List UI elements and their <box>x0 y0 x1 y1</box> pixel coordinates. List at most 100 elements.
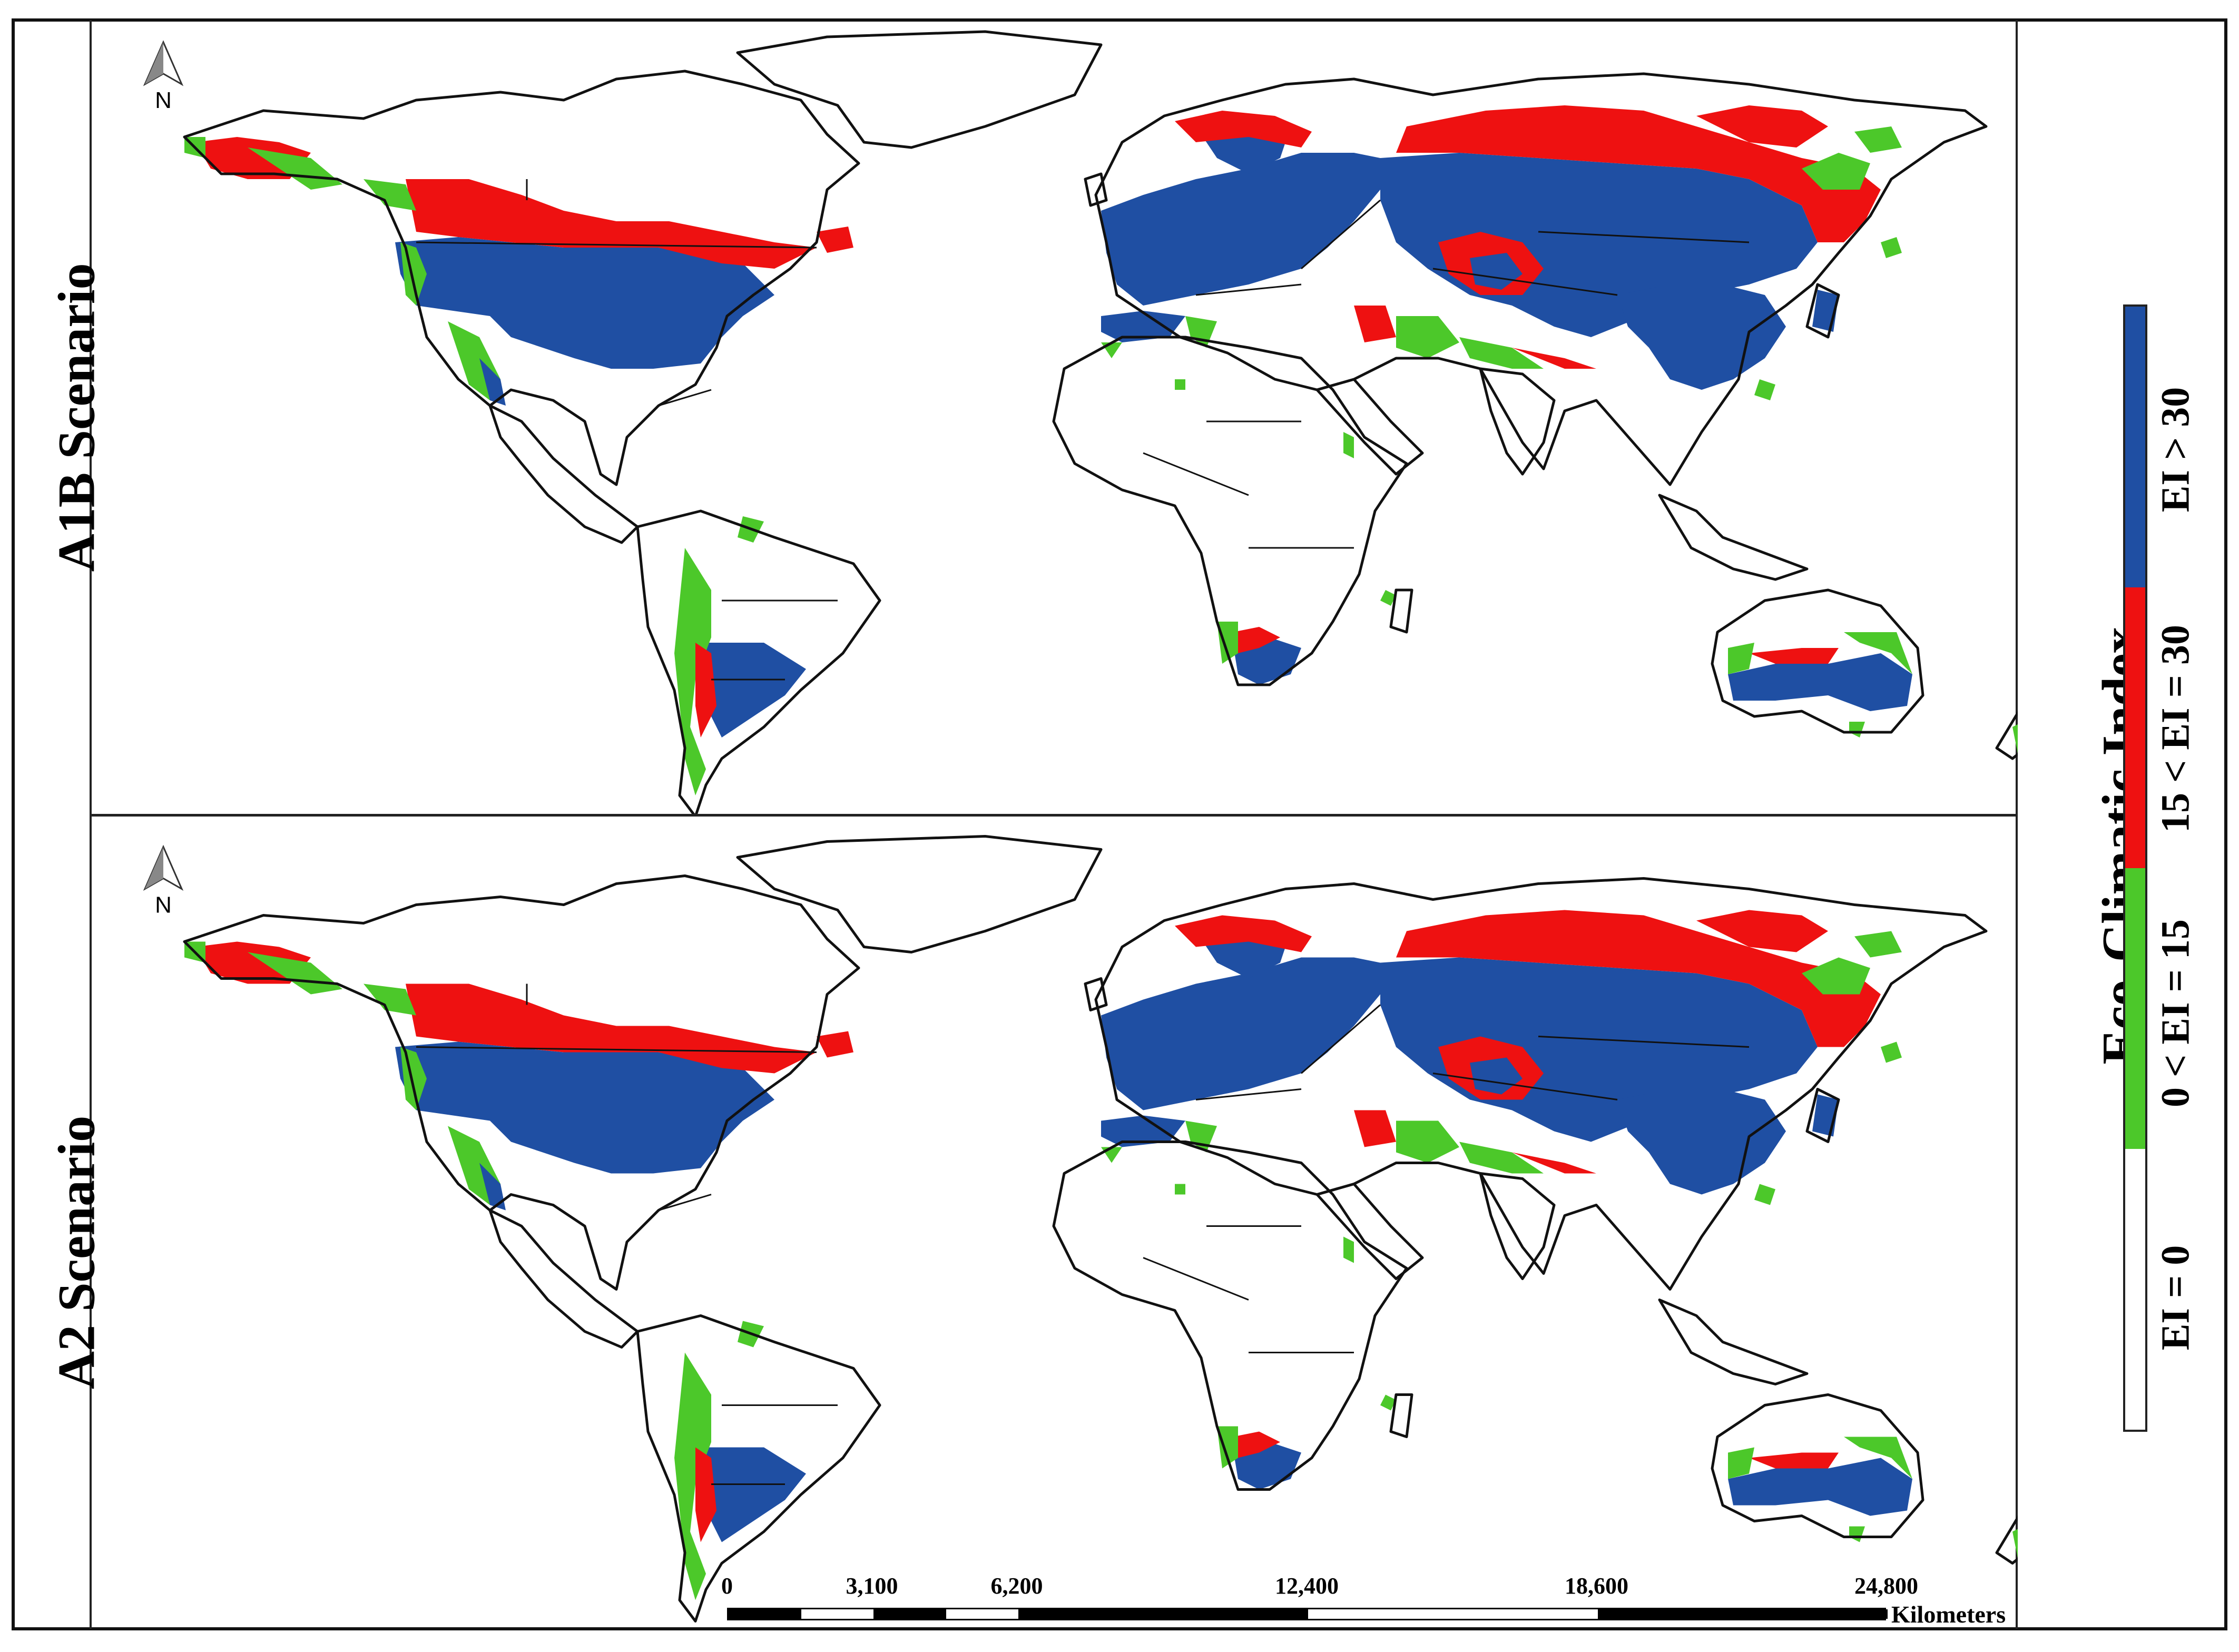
ei-0-15-area <box>1754 1184 1775 1205</box>
ei-0-15-area <box>1844 1437 1912 1479</box>
panel-label-a2: A2 Scenario <box>47 1115 106 1390</box>
figure-frame <box>12 18 2227 1630</box>
ei-0-15-area <box>1459 1142 1544 1174</box>
world-map: N <box>143 835 2018 1622</box>
coastline-arabia <box>1315 378 1424 476</box>
ei-0-15-area <box>1101 1147 1122 1163</box>
ei-0-15-area <box>1380 1394 1396 1411</box>
ei-0-15-area <box>1802 957 1870 995</box>
map-panel-a2: N <box>90 817 2018 1628</box>
scale-tick-label: 18,600 <box>1565 1573 1628 1599</box>
panel-label-a1b: A1B Scenario <box>47 263 106 572</box>
ei-0-15-area <box>1849 1526 1865 1542</box>
scale-bar-segment <box>1308 1609 1598 1619</box>
ei-15-30-area <box>1512 348 1596 369</box>
ei-0-15-area <box>1217 622 1238 664</box>
country-outlines <box>183 835 2018 1622</box>
legend-swatch-ei-15-30 <box>2125 587 2145 868</box>
legend-label-ei-15-30: 15 < EI = 30 <box>2153 625 2198 833</box>
legend-label-ei-above-30: EI > 30 <box>2153 387 2198 513</box>
scale-bar-segment <box>946 1609 1018 1619</box>
ei-0-15-area <box>1854 126 1902 153</box>
north-arrow-shade <box>145 847 163 889</box>
ei-0-15-area <box>1844 632 1912 674</box>
legend-swatch-ei-above-30 <box>2125 307 2145 587</box>
country-border <box>416 1046 817 1053</box>
ei-0-15-area <box>1380 590 1396 606</box>
ei-0-15-area <box>1343 1236 1354 1263</box>
map-panels-border <box>90 20 2018 1629</box>
ei-0-15-area <box>1881 1041 1902 1063</box>
coastline-japan <box>1805 283 1840 339</box>
coastline-central-america <box>488 1209 639 1349</box>
ei-0-15-area <box>1396 316 1459 358</box>
coastline-madagascar <box>1389 1393 1413 1438</box>
ei-0-15-area <box>1217 1426 1238 1469</box>
north-arrow-label: N <box>155 87 172 113</box>
ei-0-15-area <box>1881 237 1902 258</box>
country-border <box>1195 283 1302 296</box>
ei-above-30-area <box>701 1447 806 1542</box>
coastline-europe-asia <box>1094 877 1988 1291</box>
scale-bar-segment <box>801 1609 873 1619</box>
ei-above-30-area <box>1617 1089 1786 1195</box>
ei-above-30-area <box>395 237 774 369</box>
scale-bar <box>727 1608 1888 1620</box>
coastline-europe-asia <box>1094 72 1988 486</box>
ei-above-30-area <box>1728 1458 1912 1516</box>
ei-15-30-area <box>695 1447 716 1542</box>
ei-above-30-area <box>1470 1057 1523 1095</box>
ei-above-30-area <box>701 643 806 738</box>
scale-tick-label: 12,400 <box>1275 1573 1339 1599</box>
ei-0-15-area <box>248 148 342 190</box>
country-border <box>416 241 817 249</box>
country-border <box>1301 199 1381 270</box>
coastline-new-zealand <box>1995 710 2018 760</box>
ei-classes <box>184 105 2018 795</box>
ei-0-15-area <box>1175 1184 1185 1195</box>
coastline-japan <box>1805 1088 1840 1143</box>
coastline-africa <box>1052 336 1408 686</box>
country-border <box>1432 1073 1618 1100</box>
ei-above-30-area <box>479 358 506 406</box>
ei-15-30-area <box>1696 105 1828 148</box>
country-border <box>1432 268 1618 296</box>
ei-15-30-area <box>1512 1152 1596 1174</box>
scale-tick-label: 3,100 <box>846 1573 898 1599</box>
ei-15-30-area <box>1354 306 1396 342</box>
ei-15-30-area <box>1749 1452 1839 1469</box>
ei-above-30-area <box>1101 153 1407 306</box>
ei-0-15-area <box>1343 432 1354 458</box>
ei-above-30-area <box>1101 957 1407 1110</box>
coastline-se-asia-islands <box>1658 494 1809 581</box>
ei-0-15-area <box>364 984 416 1016</box>
coastline-greenland <box>736 30 1103 149</box>
ei-classes <box>184 910 2018 1600</box>
ei-above-30-area <box>1101 311 1185 342</box>
coastline-australia <box>1711 588 1924 734</box>
north-arrow-shade <box>145 42 163 84</box>
country-border <box>1301 1004 1381 1074</box>
country-border <box>658 1194 712 1211</box>
ei-0-15-area <box>1849 722 1865 738</box>
ei-0-15-area <box>1101 342 1122 358</box>
country-outlines <box>183 30 2018 814</box>
coastline-north-america <box>183 70 860 486</box>
coastline-north-america <box>183 874 860 1291</box>
north-arrow-label: N <box>155 892 172 918</box>
ei-15-30-area <box>1233 627 1280 653</box>
ei-0-15-area <box>1854 931 1902 958</box>
ei-15-30-area <box>1396 910 1881 1047</box>
ei-15-30-area <box>1749 648 1839 664</box>
coastline-arabia <box>1315 1183 1424 1280</box>
coastline-africa <box>1052 1140 1408 1491</box>
ei-above-30-area <box>395 1041 774 1174</box>
legend-swatch-ei-0 <box>2125 1149 2145 1430</box>
ei-15-30-area <box>1175 915 1312 952</box>
coastline-madagascar <box>1389 588 1413 634</box>
country-border <box>1538 231 1750 243</box>
country-border <box>1195 1088 1302 1100</box>
legend-colorbar <box>2123 304 2147 1432</box>
scale-bar-segment <box>1598 1609 1888 1619</box>
ei-0-15-area <box>1728 643 1754 674</box>
